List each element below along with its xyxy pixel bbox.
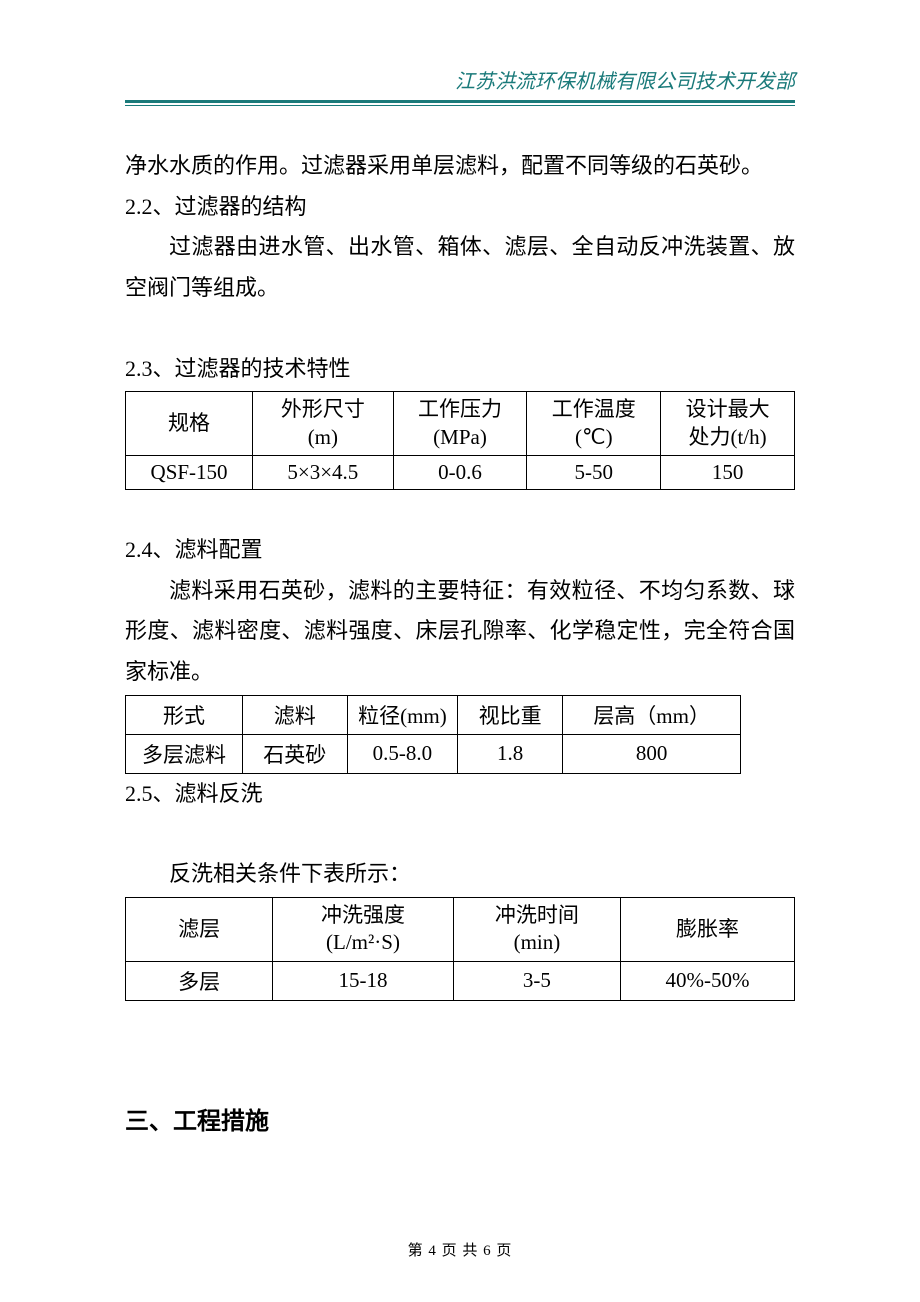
table-cell: 800 (562, 734, 740, 773)
section-2-4-title: 2.4、滤料配置 (125, 530, 795, 571)
table-header-cell: 粒径(mm) (347, 695, 458, 734)
table-header-cell: 冲洗时间(min) (453, 898, 620, 962)
table-header-cell: 设计最大处力(t/h) (661, 392, 795, 456)
table-cell: 多层 (126, 961, 273, 1000)
table-cell: 多层滤料 (126, 734, 243, 773)
table-cell: QSF-150 (126, 456, 253, 490)
paragraph-continuation: 净水水质的作用。过滤器采用单层滤料，配置不同等级的石英砂。 (125, 146, 795, 187)
table-row: 规格 外形尺寸(m) 工作压力(MPa) 工作温度(℃) 设计最大处力(t/h) (126, 392, 795, 456)
table-header-cell: 视比重 (458, 695, 563, 734)
section-2-5-title: 2.5、滤料反洗 (125, 774, 795, 815)
table-cell: 5-50 (527, 456, 661, 490)
table-header-cell: 工作温度(℃) (527, 392, 661, 456)
section-2-3-title: 2.3、过滤器的技术特性 (125, 349, 795, 390)
table-header-cell: 滤料 (242, 695, 347, 734)
table-header-cell: 膨胀率 (621, 898, 795, 962)
section-2-2-title: 2.2、过滤器的结构 (125, 187, 795, 228)
table-row: 形式 滤料 粒径(mm) 视比重 层高（mm） (126, 695, 741, 734)
section-2-5-body: 反洗相关条件下表所示： (125, 854, 795, 895)
table-cell: 石英砂 (242, 734, 347, 773)
table-filter-media: 形式 滤料 粒径(mm) 视比重 层高（mm） 多层滤料 石英砂 0.5-8.0… (125, 695, 741, 774)
table-cell: 1.8 (458, 734, 563, 773)
table-header-cell: 规格 (126, 392, 253, 456)
table-cell: 15-18 (273, 961, 454, 1000)
table-row: 多层 15-18 3-5 40%-50% (126, 961, 795, 1000)
page-footer: 第 4 页 共 6 页 (0, 1239, 920, 1260)
section-2-2-body: 过滤器由进水管、出水管、箱体、滤层、全自动反冲洗装置、放空阀门等组成。 (125, 227, 795, 308)
table-cell: 5×3×4.5 (253, 456, 393, 490)
table-cell: 150 (661, 456, 795, 490)
header-company: 江苏洪流环保机械有限公司技术开发部 (125, 65, 795, 94)
table-header-cell: 冲洗强度(L/m²·S) (273, 898, 454, 962)
table-header-cell: 外形尺寸(m) (253, 392, 393, 456)
table-header-cell: 形式 (126, 695, 243, 734)
section-3-title: 三、工程措施 (125, 1101, 795, 1136)
section-2-4-body: 滤料采用石英砂，滤料的主要特征：有效粒径、不均匀系数、球形度、滤料密度、滤料强度… (125, 571, 795, 693)
header-divider (125, 100, 795, 106)
table-backwash: 滤层 冲洗强度(L/m²·S) 冲洗时间(min) 膨胀率 多层 15-18 3… (125, 897, 795, 1001)
table-header-cell: 工作压力(MPa) (393, 392, 527, 456)
table-header-cell: 滤层 (126, 898, 273, 962)
table-cell: 40%-50% (621, 961, 795, 1000)
table-cell: 3-5 (453, 961, 620, 1000)
table-cell: 0.5-8.0 (347, 734, 458, 773)
table-tech-specs: 规格 外形尺寸(m) 工作压力(MPa) 工作温度(℃) 设计最大处力(t/h)… (125, 391, 795, 490)
table-row: 滤层 冲洗强度(L/m²·S) 冲洗时间(min) 膨胀率 (126, 898, 795, 962)
table-header-cell: 层高（mm） (562, 695, 740, 734)
table-cell: 0-0.6 (393, 456, 527, 490)
table-row: QSF-150 5×3×4.5 0-0.6 5-50 150 (126, 456, 795, 490)
table-row: 多层滤料 石英砂 0.5-8.0 1.8 800 (126, 734, 741, 773)
